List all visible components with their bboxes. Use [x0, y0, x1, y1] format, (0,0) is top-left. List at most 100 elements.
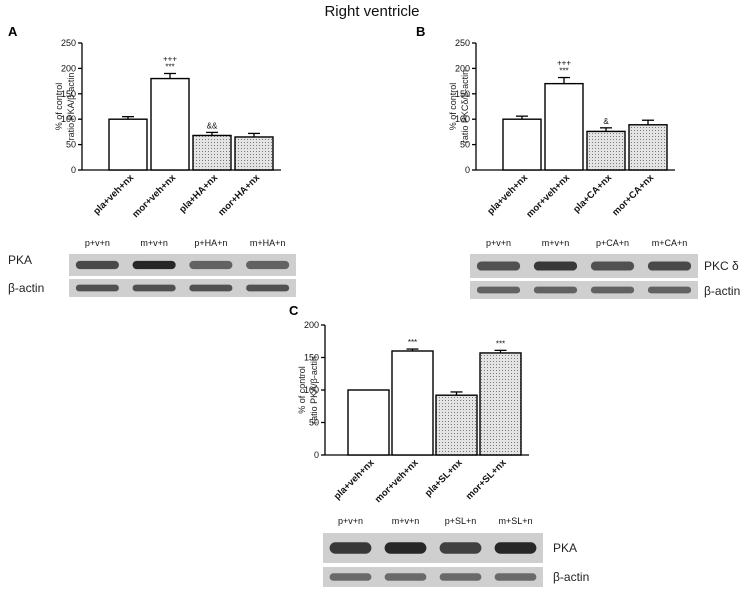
panel-b-y-tick-label: 50: [460, 140, 470, 150]
panel-b-bar: [502, 118, 542, 171]
panel-b-bar: [586, 130, 626, 171]
panel-b-letter: B: [416, 24, 425, 39]
panel-b-y-tick-label: 250: [455, 38, 470, 48]
panel-a-blot-band: [246, 260, 290, 270]
panel-a-letter: A: [8, 24, 18, 39]
panel-c-y-axis-label: ratio PKA/β-actin: [309, 356, 319, 424]
panel-b-blot-band: [533, 261, 578, 271]
panel-b-blot-lane-label: p+CA+n: [596, 238, 629, 248]
panel-a-blot-row-label: PKA: [8, 253, 32, 267]
panel-a-y-tick-label: 200: [61, 63, 76, 73]
panel-a-blot-band: [246, 284, 290, 292]
panel-a-blot-lane-label: m+HA+n: [250, 238, 286, 248]
panel-b-y-tick-label: 150: [455, 89, 470, 99]
panel-a-blot-band: [75, 260, 119, 270]
panel-c-category-label: pla+veh+nx: [332, 457, 377, 502]
panel-c-y-tick-label: 100: [304, 385, 319, 395]
panel-b-category-label: mor+veh+nx: [524, 172, 572, 220]
panel-c-blot-band: [439, 573, 482, 581]
panel-a-blot-lane-label: p+HA+n: [194, 238, 227, 248]
panel-c-y-tick-label: 0: [314, 450, 319, 460]
panel-b-y-tick-label: 200: [455, 63, 470, 73]
panel-a-blot-strip: [69, 279, 296, 297]
panel-a-blot-strip: [69, 254, 296, 276]
panel-b-blot-band: [476, 261, 521, 271]
panel-c-bar: [347, 389, 390, 456]
panel-b-blot-band: [533, 286, 578, 294]
panel-b-significance-mark: +++: [557, 59, 571, 68]
panel-c-blot-band: [439, 542, 482, 554]
panel-b-y-axis-label: ratio PKCδ/β-actin: [460, 70, 470, 143]
panel-b-blot-strip: [470, 281, 698, 299]
panel-a-y-tick-label: 50: [66, 140, 76, 150]
panel-c-y-axis-label: % of control: [297, 366, 307, 414]
panel-c-y-tick-label: 150: [304, 353, 319, 363]
panel-c-blot-band: [494, 573, 537, 581]
panel-c-blot-band: [494, 542, 537, 554]
panel-a-blot-band: [132, 284, 176, 292]
panel-a-blot-band: [132, 260, 176, 270]
panel-a-significance-mark: &&: [207, 121, 218, 130]
panel-b-blot-lane-label: p+v+n: [486, 238, 511, 248]
panel-c-letter: C: [289, 303, 299, 318]
panel-c-bar: [479, 352, 522, 456]
panel-a-bar: [150, 77, 190, 171]
panel-b-blot-band: [590, 261, 635, 271]
panel-c-bar: [391, 350, 434, 456]
panel-a-blot-lane-label: m+v+n: [140, 238, 168, 248]
panel-b-category-label: mor+CA+nx: [610, 172, 656, 218]
panel-c-blot-lane-label: p+SL+n: [445, 516, 477, 526]
panel-a-significance-mark: ***: [165, 62, 174, 71]
panel-b-blot-band: [590, 286, 635, 294]
panel-a-bar: [108, 118, 148, 171]
panel-c-blot-lane-label: m+v+n: [392, 516, 420, 526]
panel-a-category-label: pla+veh+nx: [91, 172, 136, 217]
panel-c-blot-band: [384, 542, 427, 554]
panel-b-blot-lane-label: m+v+n: [542, 238, 570, 248]
panel-b-blot-band: [647, 261, 692, 271]
panel-a-blot-lane-label: p+v+n: [85, 238, 110, 248]
panel-a-y-axis-label: ratio PKA/β-actin: [66, 73, 76, 141]
panel-c-blot-lane-label: p+v+n: [338, 516, 363, 526]
panel-b-blot-band: [476, 286, 521, 294]
panel-a-bar: [192, 134, 232, 171]
panel-b-y-tick-label: 100: [455, 114, 470, 124]
panel-a-blot-band: [189, 260, 233, 270]
panel-a-y-axis-label: % of control: [54, 83, 64, 131]
panel-b-bar: [628, 124, 668, 171]
panel-b-blot-band: [647, 286, 692, 294]
panel-b-bar: [544, 82, 584, 171]
panel-a-blot-band: [75, 284, 119, 292]
panel-c-category-label: pla+SL+nx: [423, 457, 465, 499]
panel-a-category-label: pla+HA+nx: [177, 172, 220, 215]
panel-b-significance-mark: ***: [559, 67, 568, 76]
panel-c-category-label: mor+veh+nx: [373, 457, 421, 505]
panel-c-blot-lane-label: m+SL+n: [498, 516, 532, 526]
panel-b-y-axis-label: % of control: [448, 83, 458, 131]
panel-a-bar: [234, 136, 274, 171]
panel-b-significance-mark: &: [603, 117, 609, 126]
panel-b-blot-row-label: β-actin: [704, 284, 740, 298]
panel-a-y-tick-label: 150: [61, 89, 76, 99]
panel-c-blot-row-label: β-actin: [553, 570, 589, 584]
panel-c-blot-strip: [323, 567, 543, 587]
panel-b-blot-lane-label: m+CA+n: [652, 238, 688, 248]
panel-b-y-tick-label: 0: [465, 165, 470, 175]
panel-a-y-tick-label: 250: [61, 38, 76, 48]
panel-c-blot-row-label: PKA: [553, 541, 577, 555]
panel-c-blot-band: [329, 573, 372, 581]
panel-c-category-label: mor+SL+nx: [464, 457, 509, 502]
panel-c-bar: [435, 394, 478, 456]
panel-c-blot-band: [384, 573, 427, 581]
panel-c-significance-mark: ***: [408, 338, 417, 347]
panel-b-category-label: pla+CA+nx: [571, 172, 614, 215]
panel-c-y-tick-label: 200: [304, 320, 319, 330]
panel-a-category-label: mor+veh+nx: [130, 172, 178, 220]
panel-a-blot-row-label: β-actin: [8, 281, 44, 295]
panel-a-y-tick-label: 0: [71, 165, 76, 175]
figure-title: Right ventricle: [324, 3, 419, 20]
panel-a-blot-band: [189, 284, 233, 292]
panel-b-blot-row-label: PKC δ: [704, 259, 739, 273]
